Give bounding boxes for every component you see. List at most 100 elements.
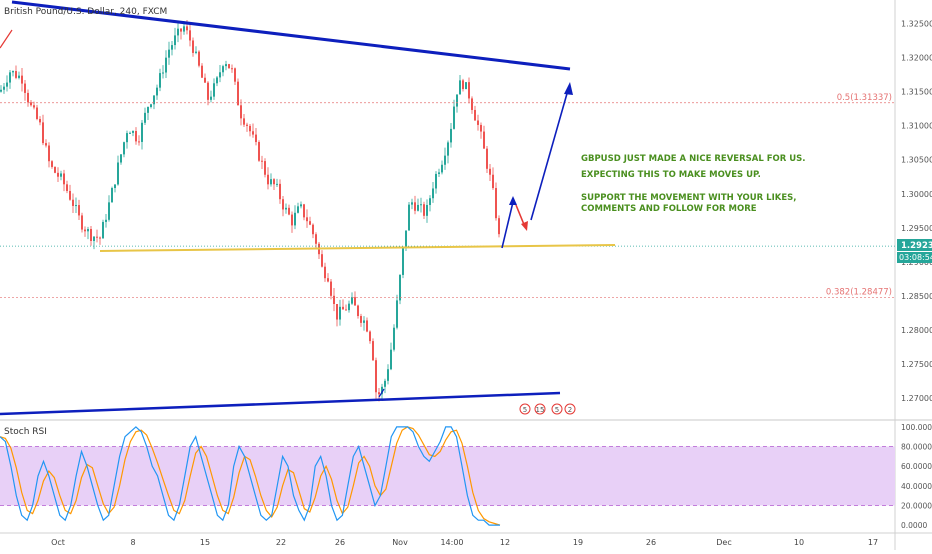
candle-body: [348, 303, 350, 311]
candle-body: [117, 162, 119, 185]
candle-body: [399, 274, 401, 301]
candle-body: [291, 214, 293, 226]
current-price-label: 1.29231: [901, 241, 932, 251]
x-tick-label: 8: [130, 538, 135, 547]
candle-body: [309, 221, 311, 225]
candle-body: [102, 221, 104, 239]
candle-body: [150, 104, 152, 108]
y-tick-label: 1.32000: [901, 54, 932, 63]
candle-body: [78, 205, 80, 216]
candle-body: [453, 106, 455, 129]
event-marker[interactable]: [564, 403, 576, 415]
x-tick-label: 19: [573, 538, 583, 547]
candle-body: [408, 204, 410, 231]
candle-body: [207, 82, 209, 100]
rsi-band-fill: [0, 446, 895, 506]
candle-body: [312, 224, 314, 235]
candle-body: [267, 174, 269, 185]
candle-body: [300, 204, 302, 207]
candle-body: [306, 217, 308, 222]
candle-body: [444, 155, 446, 165]
candle-body: [450, 128, 452, 143]
candle-body: [225, 64, 227, 67]
candle-body: [9, 72, 11, 83]
candle-body: [339, 306, 341, 320]
candle-body: [369, 331, 371, 342]
candle-body: [90, 228, 92, 242]
x-tick-label: 12: [500, 538, 510, 547]
candle-body: [87, 228, 89, 232]
rsi-y-tick-label: 80.0000: [901, 443, 932, 452]
candle-body: [366, 320, 368, 332]
event-marker[interactable]: [534, 403, 546, 415]
candle-body: [111, 188, 113, 203]
candle-body: [228, 64, 230, 69]
candle-body: [330, 281, 332, 296]
candle-body: [261, 160, 263, 162]
candle-body: [336, 304, 338, 320]
candle-body: [288, 207, 290, 215]
event-marker[interactable]: [551, 403, 563, 415]
event-marker-label: 15: [536, 406, 545, 414]
candle-body: [114, 184, 116, 189]
y-tick-label: 1.27000: [901, 394, 932, 403]
rsi-y-tick-label: 20.0000: [901, 501, 932, 510]
support-line[interactable]: [99, 244, 616, 252]
candle-body: [363, 320, 365, 323]
candle-body: [342, 306, 344, 310]
candle-body: [48, 145, 50, 162]
event-marker[interactable]: [519, 403, 531, 415]
candle-body: [60, 173, 62, 177]
candle-body: [438, 172, 440, 174]
event-markers[interactable]: 5 15 5 2: [519, 403, 576, 415]
candle-body: [405, 230, 407, 248]
y-tick-label: 1.28000: [901, 326, 932, 335]
y-tick-label: 1.27500: [901, 360, 932, 369]
upper-trendline[interactable]: [11, 0, 571, 71]
candle-body: [210, 96, 212, 100]
candle-body: [30, 102, 32, 106]
stoch-rsi-d-line: [0, 426, 501, 526]
candle-body: [351, 297, 353, 304]
candle-body: [327, 278, 329, 282]
candle-body: [24, 83, 26, 93]
candle-body: [417, 204, 419, 211]
candle-body: [477, 120, 479, 125]
candle-body: [375, 360, 377, 393]
x-tick-label: Oct: [51, 538, 65, 547]
candle-body: [396, 300, 398, 328]
lower-trendline[interactable]: [0, 391, 561, 416]
candle-body: [258, 142, 260, 161]
candle-body: [270, 179, 272, 185]
candle-body: [186, 26, 188, 31]
x-tick-label: 14:00: [440, 538, 463, 547]
candle-body: [447, 142, 449, 156]
y-tick-label: 1.31500: [901, 88, 932, 97]
candle-body: [324, 266, 326, 279]
candle-body: [465, 82, 467, 90]
fib-level-label: 0.382(1.28477): [826, 287, 892, 297]
candle-body: [126, 133, 128, 143]
candle-body: [177, 28, 179, 36]
candle-body: [414, 202, 416, 211]
y-tick-label: 1.30500: [901, 156, 932, 165]
candle-body: [21, 75, 23, 84]
candle-body: [264, 161, 266, 175]
candle-body: [183, 26, 185, 32]
candle-body: [462, 80, 464, 90]
candle-body: [81, 215, 83, 230]
candle-body: [315, 234, 317, 244]
annotation-line-4: COMMENTS AND FOLLOW FOR MORE: [581, 204, 757, 214]
candle-body: [216, 77, 218, 84]
x-tick-label: Dec: [716, 538, 731, 547]
annotation-block: GBPUSD JUST MADE A NICE REVERSAL FOR US.…: [581, 154, 806, 214]
candle-body: [51, 161, 53, 167]
red-tick-line: [0, 29, 13, 49]
candle-body: [12, 71, 14, 73]
candle-body: [441, 164, 443, 173]
candle-body: [384, 380, 386, 387]
countdown-label: 03:08:54: [899, 253, 932, 262]
candle-body: [240, 105, 242, 119]
